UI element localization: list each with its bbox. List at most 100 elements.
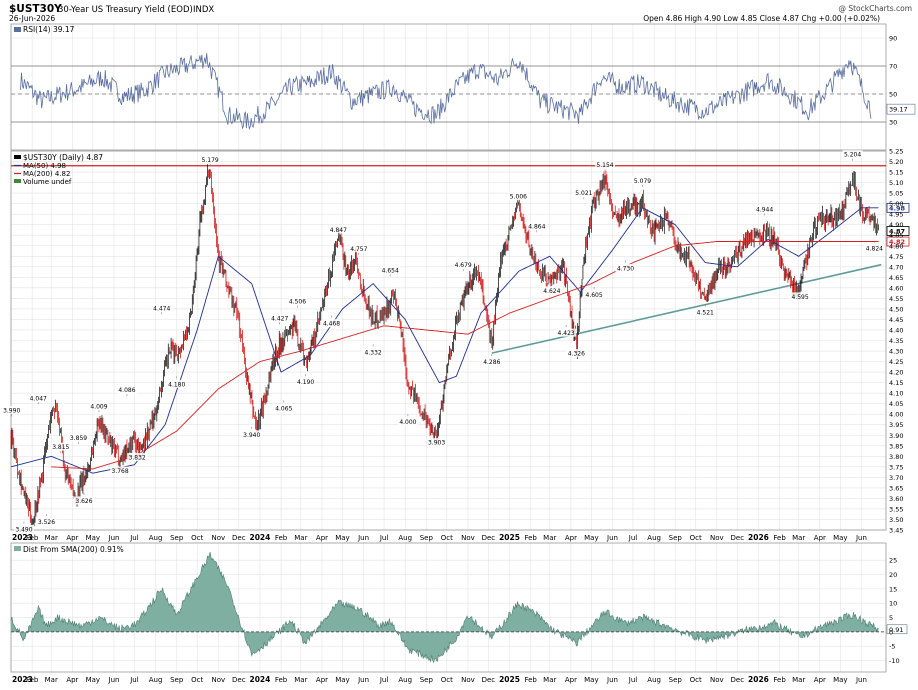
- annotation-bg: [88, 401, 109, 410]
- x-tick-label-price: Jun: [855, 534, 867, 542]
- x-tick-label-price: 2024: [249, 533, 270, 542]
- x-tick-label-price: Mar: [294, 534, 307, 542]
- x-tick-label-price: Oct: [441, 534, 453, 542]
- annotation-bg: [36, 517, 57, 526]
- rsi-y-tick-label: 50: [889, 91, 897, 99]
- annotation-label: 3.832: [129, 455, 146, 462]
- annotation-label: 4.009: [90, 403, 107, 410]
- price-y-tick-label: 4.45: [889, 316, 903, 324]
- last-value-label: 4.87: [889, 228, 905, 236]
- price-y-tick-label: 4.65: [889, 274, 903, 282]
- x-tick-label-dist: Oct: [441, 676, 453, 684]
- dist-title-text: Dist From SMA(200) 0.91%: [23, 545, 124, 554]
- annotation-bg: [380, 265, 401, 274]
- x-tick-label-price: Jul: [129, 534, 139, 542]
- price-y-tick-label: 3.50: [889, 516, 903, 524]
- annotation-label: 4.332: [365, 349, 382, 356]
- annotation-label: 3.626: [75, 498, 92, 505]
- annotation-label: 4.086: [118, 387, 135, 394]
- last-value-badge: [886, 236, 910, 247]
- x-tick-label-dist: Sep: [420, 676, 434, 684]
- x-tick-label-dist: Dec: [731, 676, 745, 684]
- x-tick-label-dist: Nov: [211, 676, 225, 684]
- annotation-label: 4.521: [697, 309, 714, 316]
- annotation-label: 4.427: [271, 315, 288, 322]
- rsi-last-badge: [886, 103, 916, 115]
- rsi-y-tick-label: 70: [889, 63, 897, 71]
- annotation-bg: [842, 150, 863, 159]
- x-tick-label-price: Apr: [66, 534, 78, 542]
- rsi-y-tick-label: 90: [889, 35, 897, 43]
- annotation-label: 4.847: [330, 227, 347, 234]
- price-y-tick-label: 5.00: [889, 200, 903, 208]
- x-tick-label-price: Jun: [606, 534, 618, 542]
- exchange-label: INDX: [193, 5, 214, 15]
- price-y-tick-label: 4.70: [889, 263, 903, 271]
- symbol-label: $UST30Y: [9, 3, 62, 15]
- x-tick-label-dist: Oct: [191, 676, 203, 684]
- annotation-label: 4.944: [756, 206, 773, 213]
- annotation-label: 4.047: [30, 395, 47, 402]
- x-tick-label-price: Dec: [731, 534, 745, 542]
- price-y-tick-label: 4.25: [889, 358, 903, 366]
- x-tick-label-dist: Mar: [543, 676, 556, 684]
- annotation-label: 3.859: [70, 435, 87, 442]
- rsi-title-text: RSI(14) 39.17: [23, 25, 75, 34]
- sma50-line: [10, 207, 879, 474]
- x-tick-label-price: Apr: [316, 534, 328, 542]
- annotation-bg: [363, 347, 384, 356]
- annotation-bg: [273, 404, 294, 413]
- price-y-tick-label: 4.30: [889, 348, 903, 356]
- date-label: 26-Jun-2026: [9, 14, 55, 23]
- annotation-label: 5.179: [202, 157, 219, 164]
- x-tick-label-price: Nov: [461, 534, 475, 542]
- x-tick-label-dist: Feb: [26, 676, 39, 684]
- annotation-bg: [200, 155, 221, 164]
- dist-title: Dist From SMA(200) 0.91%: [14, 545, 124, 554]
- price-y-tick-label: 3.45: [889, 527, 903, 535]
- price-y-tick-label: 4.20: [889, 369, 903, 377]
- x-tick-label-price: Dec: [232, 534, 246, 542]
- x-tick-label-dist: May: [335, 676, 349, 684]
- x-tick-label-price: Aug: [398, 534, 412, 542]
- annotation-bg: [110, 466, 131, 475]
- x-tick-label-price: Jul: [379, 534, 389, 542]
- legend-swatch-price: [14, 155, 21, 159]
- x-tick-label-price: Mar: [792, 534, 805, 542]
- price-y-tick-label: 4.35: [889, 337, 903, 345]
- dist-y-tick-label: 0: [889, 628, 893, 636]
- dist-line: [10, 552, 879, 664]
- x-tick-label-price: 2026: [748, 533, 769, 542]
- description-label: 30-Year US Treasury Yield (EOD): [58, 5, 193, 15]
- annotation-label: 3.815: [52, 444, 69, 451]
- annotation-bg: [321, 319, 342, 328]
- price-y-tick-label: 4.80: [889, 242, 903, 250]
- annotation-bg: [864, 244, 885, 253]
- annotation-label: 5.021: [575, 190, 592, 197]
- dist-y-tick-label: 15: [889, 585, 897, 593]
- annotation-label: 3.490: [15, 527, 32, 534]
- price-y-tick-label: 4.10: [889, 390, 903, 398]
- x-tick-label-dist: Mar: [792, 676, 805, 684]
- x-tick-label-dist: Aug: [149, 676, 163, 684]
- x-tick-label-dist: Apr: [565, 676, 577, 684]
- ohlc-readout: Open 4.86 High 4.90 Low 4.85 Close 4.87 …: [643, 14, 880, 23]
- support-trendline: [491, 263, 882, 354]
- x-tick-label-dist: Apr: [66, 676, 78, 684]
- x-tick-label-price: May: [335, 534, 349, 542]
- x-tick-label-dist: Mar: [294, 676, 307, 684]
- price-y-tick-label: 3.70: [889, 474, 903, 482]
- x-tick-label-dist: Mar: [45, 676, 58, 684]
- x-tick-label-dist: May: [584, 676, 598, 684]
- price-legend: $UST30Y (Daily) 4.87 MA(50) 4.98 MA(200)…: [14, 153, 103, 186]
- price-bars: [10, 164, 879, 531]
- x-tick-label-dist: Aug: [398, 676, 412, 684]
- x-tick-label-price: Nov: [710, 534, 724, 542]
- x-tick-label-dist: Feb: [524, 676, 537, 684]
- price-y-tick-label: 5.10: [889, 179, 903, 187]
- price-y-tick-label: 5.05: [889, 190, 903, 198]
- x-tick-label-price: Oct: [690, 534, 702, 542]
- annotation-bg: [68, 433, 89, 442]
- x-tick-label-price: Jul: [628, 534, 638, 542]
